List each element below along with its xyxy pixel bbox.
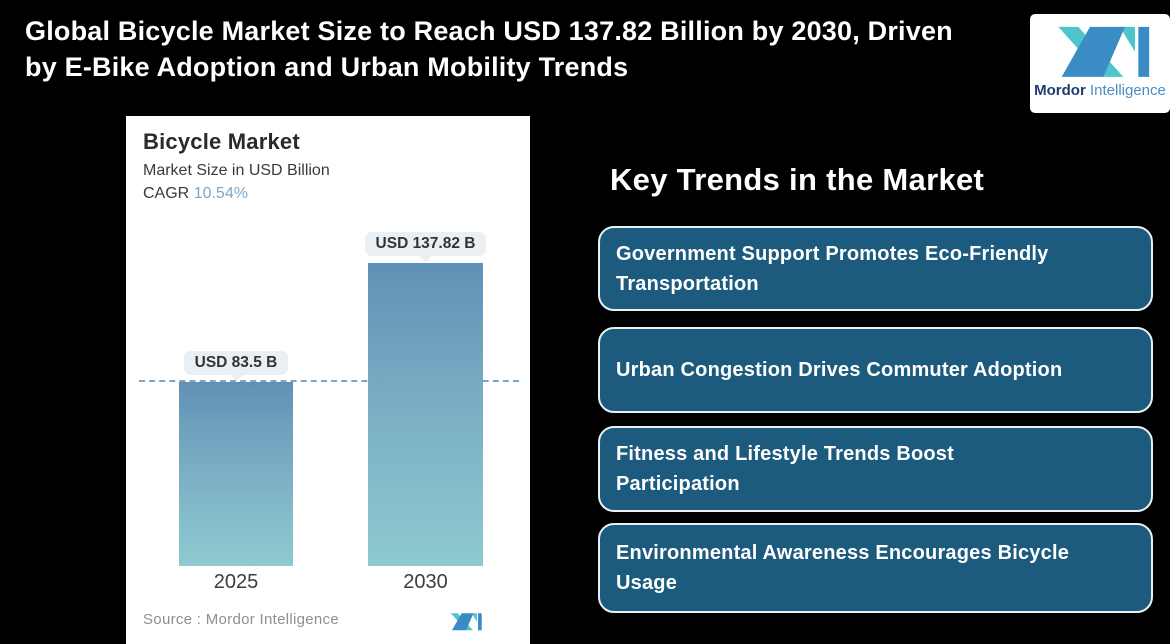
mordor-intelligence-icon [1058, 26, 1150, 77]
brand-name: Mordor Intelligence [1034, 82, 1166, 99]
bar-2025 [179, 382, 293, 566]
x-axis-label-2030: 2030 [403, 571, 448, 593]
brand-name-bold: Mordor [1034, 82, 1086, 99]
bar-group-2025: USD 83.5 B [179, 351, 293, 566]
key-trends-heading: Key Trends in the Market [610, 162, 985, 197]
source-note: Source : Mordor Intelligence [143, 611, 339, 628]
trend-card-government-support: Government Support Promotes Eco-Friendly… [598, 226, 1153, 311]
brand-name-light: Intelligence [1089, 82, 1166, 99]
brand-logo-box: Mordor Intelligence [1030, 14, 1170, 113]
value-callout-2030: USD 137.82 B [364, 232, 487, 256]
reference-line [139, 380, 519, 382]
chart-cagr: CAGR 10.54% [143, 185, 530, 203]
trend-card-environmental-awareness: Environmental Awareness Encourages Bicyc… [598, 523, 1153, 613]
bar-group-2030: USD 137.82 B [364, 232, 487, 566]
cagr-label: CAGR [143, 185, 190, 202]
mordor-intelligence-icon-small [450, 613, 482, 631]
chart-subtitle: Market Size in USD Billion [143, 162, 330, 179]
value-callout-2025: USD 83.5 B [183, 351, 289, 375]
cagr-value: 10.54% [193, 185, 248, 202]
trend-card-urban-congestion: Urban Congestion Drives Commuter Adoptio… [598, 327, 1153, 413]
chart-header: Bicycle Market Market Size in USD Billio… [126, 116, 530, 203]
x-axis-label-2025: 2025 [213, 571, 259, 593]
chart-title: Bicycle Market [143, 129, 300, 154]
bar-2030 [368, 263, 483, 566]
page-title: Global Bicycle Market Size to Reach USD … [25, 16, 953, 82]
bar-chart-panel: Bicycle Market Market Size in USD Billio… [126, 116, 530, 644]
trend-card-fitness-lifestyle: Fitness and Lifestyle Trends Boost Parti… [598, 426, 1153, 512]
